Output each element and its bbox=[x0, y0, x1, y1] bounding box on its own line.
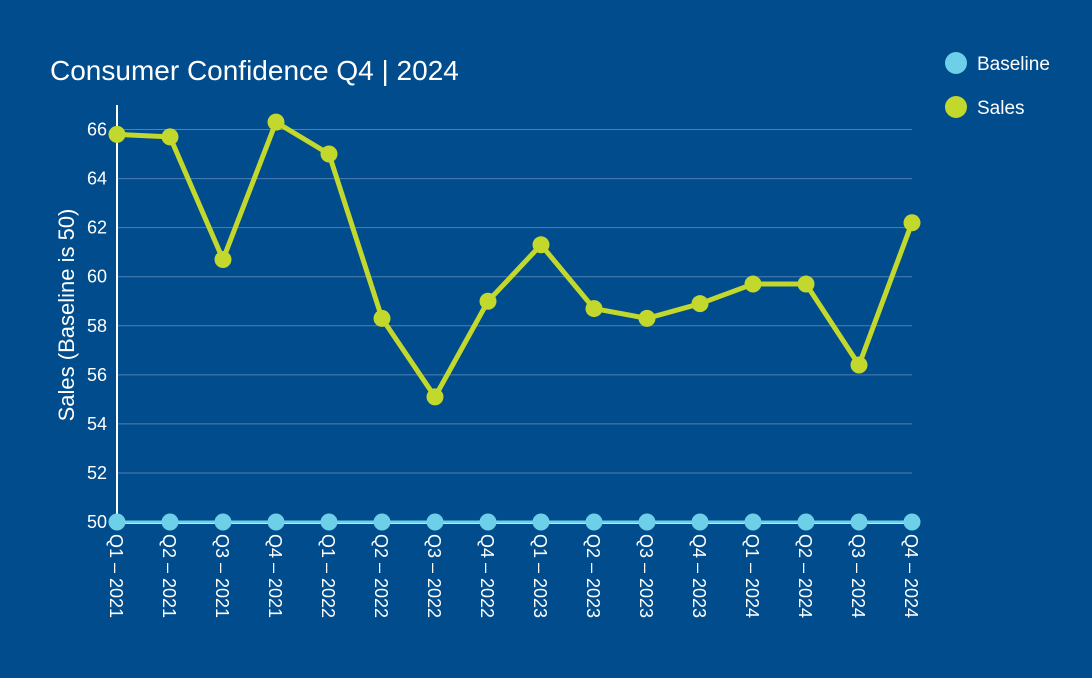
legend-item-sales[interactable]: Sales bbox=[945, 96, 1025, 119]
data-point-sales[interactable] bbox=[797, 275, 815, 293]
series-layer bbox=[108, 113, 921, 531]
y-tick-label: 54 bbox=[87, 414, 107, 434]
data-point-baseline[interactable] bbox=[373, 513, 391, 531]
x-tick-label: Q2 – 2023 bbox=[583, 534, 603, 618]
y-tick-label: 56 bbox=[87, 365, 107, 385]
x-tick-label: Q2 – 2021 bbox=[159, 534, 179, 618]
data-point-baseline[interactable] bbox=[903, 513, 921, 531]
data-point-sales[interactable] bbox=[320, 145, 338, 163]
x-tick-label: Q3 – 2021 bbox=[212, 534, 232, 618]
x-axis-ticks: Q1 – 2021 Q2 – 2021 Q3 – 2021 Q4 – 2021 Q1 –… bbox=[106, 534, 921, 618]
data-point-baseline[interactable] bbox=[797, 513, 815, 531]
chart-title: Consumer Confidence Q4 | 2024 bbox=[50, 55, 459, 86]
data-point-sales[interactable] bbox=[214, 251, 232, 269]
data-point-sales[interactable] bbox=[638, 309, 656, 327]
data-point-sales[interactable] bbox=[532, 236, 550, 254]
legend: Baseline Sales bbox=[945, 52, 1050, 119]
data-point-sales[interactable] bbox=[161, 128, 179, 146]
x-tick-label: Q3 – 2024 bbox=[848, 534, 868, 618]
legend-item-baseline[interactable]: Baseline bbox=[945, 52, 1050, 75]
data-point-baseline[interactable] bbox=[532, 513, 550, 531]
data-point-sales[interactable] bbox=[426, 388, 444, 406]
x-tick-label: Q2 – 2022 bbox=[371, 534, 391, 618]
data-point-sales[interactable] bbox=[744, 275, 762, 293]
x-tick-label: Q4 – 2024 bbox=[901, 534, 921, 618]
x-tick-label: Q1 – 2022 bbox=[318, 534, 338, 618]
data-point-baseline[interactable] bbox=[691, 513, 709, 531]
y-tick-label: 50 bbox=[87, 512, 107, 532]
data-point-sales[interactable] bbox=[373, 309, 391, 327]
data-point-sales[interactable] bbox=[108, 125, 126, 143]
axes bbox=[116, 105, 912, 524]
data-point-sales[interactable] bbox=[585, 300, 603, 318]
y-axis-label: Sales (Baseline is 50) bbox=[54, 209, 79, 422]
y-tick-label: 52 bbox=[87, 463, 107, 483]
data-point-sales[interactable] bbox=[903, 214, 921, 232]
x-tick-label: Q1 – 2023 bbox=[530, 534, 550, 618]
data-point-baseline[interactable] bbox=[161, 513, 179, 531]
y-tick-label: 64 bbox=[87, 169, 107, 189]
data-point-baseline[interactable] bbox=[850, 513, 868, 531]
data-point-baseline[interactable] bbox=[426, 513, 444, 531]
data-point-sales[interactable] bbox=[691, 295, 709, 313]
data-point-sales[interactable] bbox=[479, 292, 497, 310]
y-tick-label: 62 bbox=[87, 218, 107, 238]
x-tick-label: Q3 – 2022 bbox=[424, 534, 444, 618]
series-line-sales bbox=[116, 119, 915, 400]
x-tick-label: Q4 – 2021 bbox=[265, 534, 285, 618]
data-point-baseline[interactable] bbox=[108, 513, 126, 531]
x-tick-label: Q4 – 2023 bbox=[689, 534, 709, 618]
data-point-baseline[interactable] bbox=[479, 513, 497, 531]
data-point-baseline[interactable] bbox=[744, 513, 762, 531]
legend-marker-sales bbox=[945, 96, 967, 118]
data-point-baseline[interactable] bbox=[320, 513, 338, 531]
series-baseline bbox=[108, 513, 921, 531]
gridlines bbox=[117, 129, 912, 474]
x-tick-label: Q2 – 2024 bbox=[795, 534, 815, 618]
data-point-sales[interactable] bbox=[850, 356, 868, 374]
data-point-sales[interactable] bbox=[267, 113, 285, 131]
y-tick-label: 58 bbox=[87, 316, 107, 336]
y-axis-ticks: 50 52 54 56 58 60 62 64 66 bbox=[87, 120, 107, 533]
x-tick-label: Q1 – 2024 bbox=[742, 534, 762, 618]
x-tick-label: Q4 – 2022 bbox=[477, 534, 497, 618]
legend-marker-baseline bbox=[945, 52, 967, 74]
x-tick-label: Q1 – 2021 bbox=[106, 534, 126, 618]
data-point-baseline[interactable] bbox=[214, 513, 232, 531]
y-tick-label: 66 bbox=[87, 120, 107, 140]
x-tick-label: Q3 – 2023 bbox=[636, 534, 656, 618]
data-point-baseline[interactable] bbox=[267, 513, 285, 531]
series-sales bbox=[108, 113, 921, 406]
y-tick-label: 60 bbox=[87, 267, 107, 287]
legend-label-baseline: Baseline bbox=[977, 54, 1050, 75]
legend-label-sales: Sales bbox=[977, 98, 1025, 119]
data-point-baseline[interactable] bbox=[585, 513, 603, 531]
data-point-baseline[interactable] bbox=[638, 513, 656, 531]
